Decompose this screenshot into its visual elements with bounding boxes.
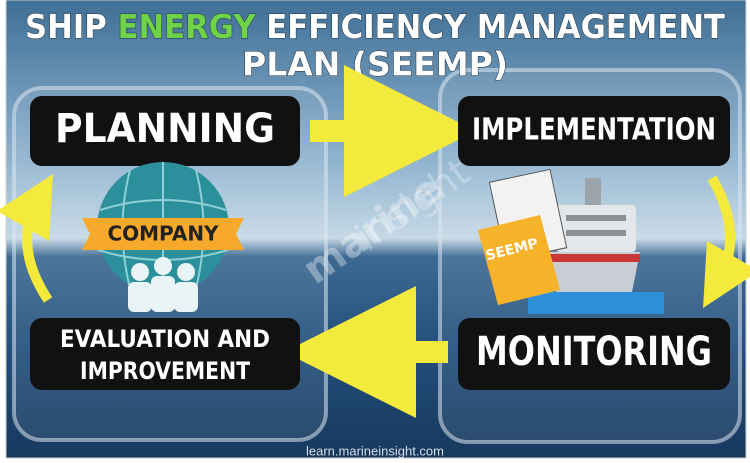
infographic: SHIP ENERGY EFFICIENCY MANAGEMENT PLAN (… xyxy=(0,0,750,463)
title: SHIP ENERGY EFFICIENCY MANAGEMENT xyxy=(25,7,725,46)
title-part: EFFICIENCY MANAGEMENT xyxy=(266,7,725,46)
title: PLAN (SEEMP) xyxy=(242,45,508,84)
node-label: MONITORING xyxy=(476,329,712,375)
node-label: IMPROVEMENT xyxy=(80,357,251,385)
title-highlight: ENERGY xyxy=(117,7,256,46)
icon-label: COMPANY xyxy=(107,222,219,246)
node-label: IMPLEMENTATION xyxy=(472,113,716,148)
node-label: EVALUATION AND xyxy=(60,325,270,353)
node-label: PLANNING xyxy=(55,106,275,152)
title-part: SHIP xyxy=(25,7,107,46)
footer-url: learn.marineinsight.com xyxy=(306,443,444,458)
